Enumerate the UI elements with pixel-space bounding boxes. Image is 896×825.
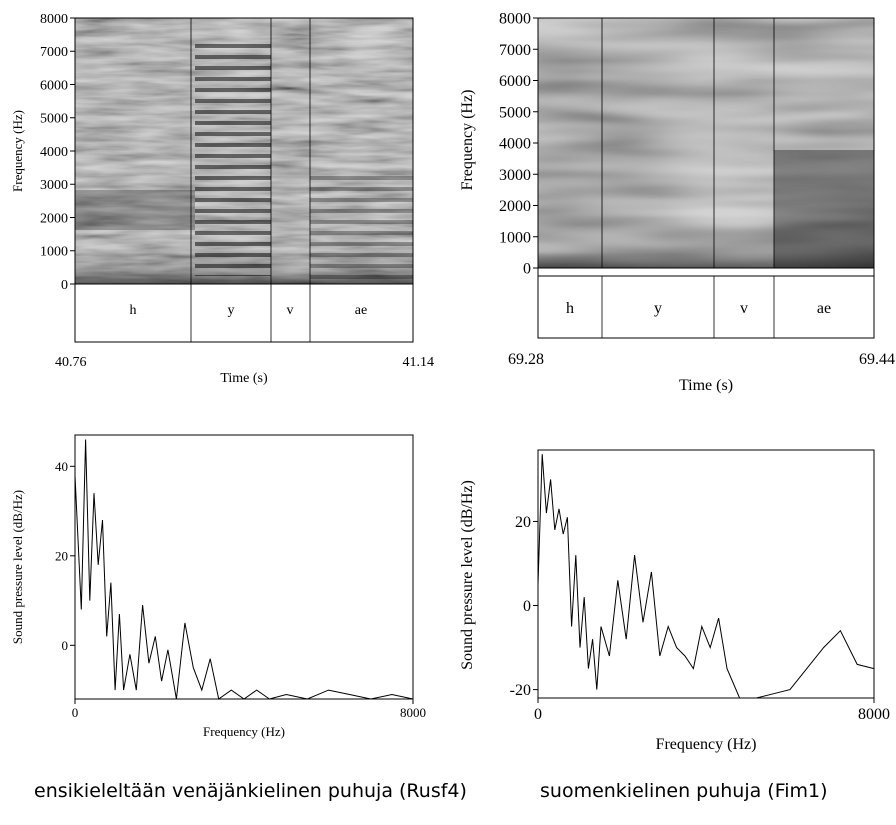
tier-right-gap: [537, 267, 875, 277]
spectrogram-left-harmonics: [195, 40, 271, 276]
spectrum-left-xlabel: Frequency (Hz): [203, 724, 285, 739]
spectrogram-left-ytick-label: 1000: [40, 245, 68, 260]
tier-right-label-ae: ae: [817, 300, 831, 317]
spectrogram-left-ytick-label: 3000: [40, 178, 68, 193]
spectrogram-right-ytick-label: 6000: [499, 73, 531, 90]
spectrogram-right-time-end: 69.44: [859, 351, 895, 368]
spectrogram-left-ytick-label: 6000: [40, 78, 68, 93]
tier-right-label-y: y: [654, 300, 662, 317]
spectrum-left-xtick-label: 8000: [400, 705, 426, 720]
spectrogram-left-ylabel: Frequency (Hz): [10, 110, 25, 192]
spectrogram-right-ylabel: Frequency (Hz): [459, 90, 476, 191]
spectrogram-right-ytick-label: 4000: [499, 136, 531, 153]
spectrogram-left-ytick-label: 4000: [40, 145, 68, 160]
spectrogram-left-ytick-label: 0: [61, 278, 68, 293]
spectrogram-right-ytick-label: 3000: [499, 167, 531, 184]
spectrogram-right-ytick-label: 7000: [499, 42, 531, 59]
spectrogram-left-ytick-label: 7000: [40, 45, 68, 60]
spectrogram-left-ytick-label: 2000: [40, 211, 68, 226]
tier-right: [537, 275, 875, 339]
caption-right: suomenkielinen puhuja (Fim1): [540, 780, 828, 802]
spectrogram-left-darkband-1: [75, 190, 195, 230]
tier-left: [74, 283, 414, 343]
spectrogram-right-time-start: 69.28: [508, 351, 544, 368]
spectrogram-left: h y v ae 0 1000 2000 3000 4000 5000 6000 7000 80…: [10, 12, 434, 386]
spectrogram-right-ytick-label: 8000: [499, 11, 531, 28]
spectrogram-left-bottom-band: [75, 240, 413, 284]
tier-right-label-v: v: [740, 300, 748, 317]
spectrum-left-xtick-label: 0: [72, 705, 79, 720]
spectrogram-right-xlabel: Time (s): [679, 377, 733, 394]
tier-left-label-h: h: [130, 303, 137, 318]
spectrogram-right-yticks: 0 1000 2000 3000 4000 5000 6000 7000 8000: [499, 11, 538, 278]
spectrogram-left-ytick-label: 5000: [40, 112, 68, 127]
tier-left-label-ae: ae: [355, 303, 367, 318]
caption-left: ensikieleltään venäjänkielinen puhuja (R…: [34, 780, 467, 802]
spectrum-left-ytick-label: 0: [62, 638, 69, 653]
spectrogram-left-yticks: 0 1000 2000 3000 4000 5000 6000 7000 8000: [40, 12, 75, 293]
spectrum-right-xtick-label: 8000: [858, 706, 890, 723]
spectrogram-right-ytick-label: 0: [523, 261, 531, 278]
spectrum-left-ytick-label: 40: [55, 459, 68, 474]
spectrogram-left-ytick-label: 8000: [40, 12, 68, 27]
spectrum-right-ylabel: Sound pressure level (dB/Hz): [459, 480, 476, 670]
spectrum-left-ticks: 0 20 40 0 8000: [55, 459, 426, 720]
spectrum-right-line: [537, 454, 875, 699]
spectrogram-left-xlabel: Time (s): [220, 371, 268, 386]
spectrogram-left-time-end: 41.14: [403, 355, 435, 370]
spectrum-left-ylabel: Sound pressure level (dB/Hz): [10, 490, 25, 644]
spectrum-left-frame: [74, 434, 414, 700]
tier-left-label-v: v: [287, 303, 294, 318]
spectrogram-right-ytick-label: 1000: [499, 229, 531, 246]
spectrogram-left-time-start: 40.76: [55, 355, 87, 370]
spectrogram-right-ytick-label: 5000: [499, 104, 531, 121]
spectrum-right-ytick-label: 20: [515, 514, 531, 531]
spectrum-right-xlabel: Frequency (Hz): [656, 736, 757, 753]
spectrogram-right-bottom-band: [538, 215, 874, 268]
spectrum-right-ytick-label: 0: [523, 598, 531, 615]
tier-left-label-y: y: [228, 303, 235, 318]
spectrum-left-ytick-label: 20: [55, 548, 68, 563]
spectrum-right-xtick-label: 0: [534, 706, 542, 723]
spectrum-left-line: [74, 439, 414, 700]
spectrogram-right: h y v ae 0 1000 2000 3000 4000 5000 6000 7000 80…: [459, 11, 895, 394]
tier-right-label-h: h: [566, 300, 574, 317]
spectrum-right-ytick-label: -20: [510, 682, 531, 699]
spectrogram-right-ytick-label: 2000: [499, 198, 531, 215]
